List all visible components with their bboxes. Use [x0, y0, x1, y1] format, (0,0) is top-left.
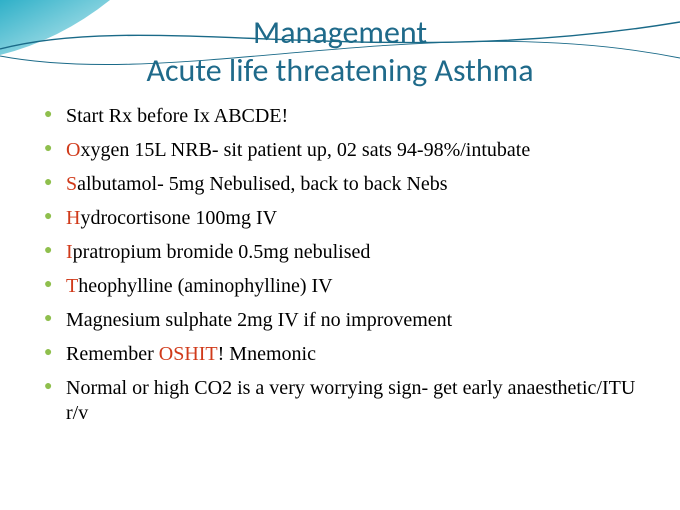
list-item: Hydrocortisone 100mg IV	[44, 206, 652, 231]
list-item: Ipratropium bromide 0.5mg nebulised	[44, 240, 652, 265]
bullet-text-post: ydrocortisone 100mg IV	[80, 207, 277, 229]
bullet-text-post: heophylline (aminophylline) IV	[78, 275, 332, 297]
bullet-text-accent: T	[66, 275, 78, 297]
bullet-text-pre: Normal or high CO2 is a very worrying si…	[66, 377, 635, 424]
list-item: Salbutamol- 5mg Nebulised, back to back …	[44, 172, 652, 197]
slide-body: Start Rx before Ix ABCDE! Oxygen 15L NRB…	[0, 98, 680, 426]
list-item: Magnesium sulphate 2mg IV if no improvem…	[44, 308, 652, 333]
bullet-text-pre: Remember	[66, 343, 159, 365]
list-item: Remember OSHIT! Mnemonic	[44, 342, 652, 367]
bullet-text-accent: I	[66, 241, 73, 263]
title-line-1: Management	[0, 14, 680, 52]
bullet-text-accent: S	[66, 173, 77, 195]
slide-title: Management Acute life threatening Asthma	[0, 0, 680, 98]
list-item: Start Rx before Ix ABCDE!	[44, 104, 652, 129]
bullet-text-post: albutamol- 5mg Nebulised, back to back N…	[77, 173, 447, 195]
bullet-text-accent: H	[66, 207, 80, 229]
bullet-list: Start Rx before Ix ABCDE! Oxygen 15L NRB…	[44, 104, 652, 426]
bullet-text-accent: OSHIT	[159, 343, 218, 365]
bullet-text-post: pratropium bromide 0.5mg nebulised	[73, 241, 371, 263]
bullet-text-pre: Magnesium sulphate 2mg IV if no improvem…	[66, 309, 452, 331]
title-line-2: Acute life threatening Asthma	[0, 52, 680, 90]
bullet-text-post: xygen 15L NRB- sit patient up, 02 sats 9…	[80, 139, 530, 161]
bullet-text-accent: O	[66, 139, 80, 161]
list-item: Theophylline (aminophylline) IV	[44, 274, 652, 299]
list-item: Normal or high CO2 is a very worrying si…	[44, 376, 652, 426]
bullet-text-post: ! Mnemonic	[218, 343, 316, 365]
bullet-text-pre: Start Rx before Ix ABCDE!	[66, 105, 288, 127]
list-item: Oxygen 15L NRB- sit patient up, 02 sats …	[44, 138, 652, 163]
